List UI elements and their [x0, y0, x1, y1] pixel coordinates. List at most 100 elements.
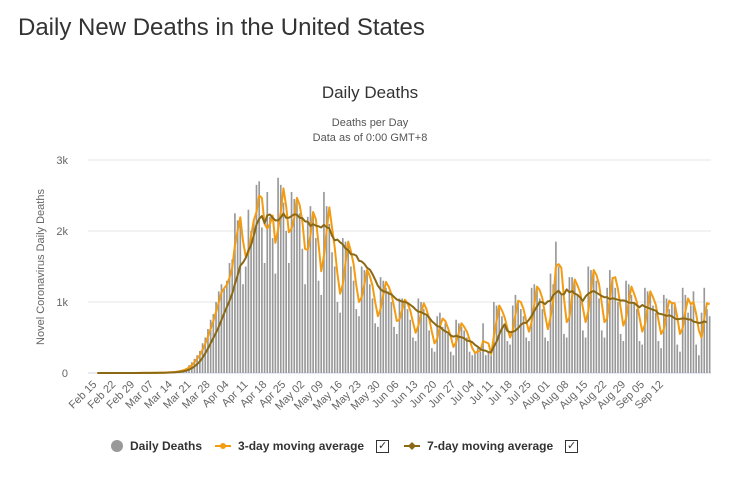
daily-deaths-bar — [471, 355, 474, 373]
daily-deaths-bar — [584, 337, 587, 373]
daily-deaths-bar — [296, 202, 298, 373]
daily-deaths-bar — [638, 341, 641, 373]
daily-deaths-bar — [606, 287, 608, 373]
chart-title: Daily Deaths — [322, 83, 418, 102]
daily-deaths-bar — [220, 284, 223, 373]
daily-deaths-bar — [552, 284, 555, 373]
daily-deaths-bar — [236, 220, 239, 373]
daily-deaths-bar — [255, 184, 258, 373]
daily-deaths-bar — [619, 333, 622, 373]
chart-subtitle-line-2: Data as of 0:00 GMT+8 — [313, 132, 428, 144]
daily-deaths-bar — [528, 341, 530, 373]
checkbox-3-day[interactable]: ✓ — [376, 439, 390, 453]
daily-deaths-bar — [587, 266, 590, 373]
daily-deaths-bar — [358, 316, 360, 373]
daily-deaths-bar — [231, 259, 234, 373]
daily-deaths-bar — [646, 291, 649, 373]
daily-deaths-bar — [479, 351, 482, 373]
daily-deaths-bar — [468, 351, 471, 373]
daily-deaths-bar — [509, 344, 511, 373]
daily-deaths-bar — [223, 289, 225, 373]
daily-deaths-bar — [679, 351, 681, 373]
daily-deaths-bar — [409, 319, 412, 373]
daily-deaths-bar — [490, 355, 493, 373]
daily-deaths-bar — [595, 280, 598, 373]
daily-deaths-bar — [568, 277, 571, 373]
daily-deaths-bar — [414, 341, 417, 373]
daily-deaths-bar — [390, 302, 393, 373]
daily-deaths-bar — [366, 273, 368, 373]
daily-deaths-bar — [288, 262, 290, 373]
daily-deaths-bar — [603, 337, 606, 373]
daily-deaths-bar — [582, 330, 584, 373]
daily-deaths-bar — [252, 220, 255, 373]
daily-deaths-bar — [441, 326, 444, 373]
daily-deaths-bar — [501, 316, 503, 373]
daily-deaths-bar — [339, 312, 341, 373]
daily-deaths-bar — [625, 280, 627, 373]
three-day-average-line — [97, 187, 711, 374]
daily-deaths-bar — [328, 223, 331, 373]
daily-deaths-bar — [503, 326, 506, 373]
daily-deaths-bar — [522, 316, 525, 373]
legend-label-7-day: 7-day moving average — [427, 439, 554, 453]
daily-deaths-bar — [395, 333, 398, 373]
legend-line-diamond-icon — [404, 442, 421, 450]
y-tick-labels: 0 1k 2k 3k — [56, 155, 68, 380]
daily-deaths-bar — [452, 355, 455, 373]
daily-deaths-bar — [261, 227, 263, 373]
daily-deaths-bar — [239, 218, 242, 373]
legend-item-3-day[interactable]: 3-day moving average — [214, 439, 364, 453]
checkbox-7-day[interactable]: ✓ — [565, 439, 579, 453]
daily-deaths-bar — [635, 309, 638, 373]
daily-deaths-bar — [379, 277, 382, 373]
daily-deaths-bar — [698, 355, 700, 373]
daily-deaths-bar — [517, 302, 519, 373]
daily-deaths-bar — [592, 273, 595, 373]
y-tick-label: 0 — [62, 368, 68, 380]
daily-deaths-bar — [614, 287, 617, 373]
daily-deaths-bar — [247, 209, 250, 373]
daily-deaths-bar — [344, 241, 347, 373]
daily-deaths-bar — [250, 231, 252, 373]
daily-deaths-bar — [325, 206, 328, 373]
daily-deaths-bar — [482, 323, 484, 373]
daily-deaths-bar — [207, 328, 209, 373]
daily-deaths-bar — [301, 248, 304, 373]
daily-deaths-bar — [331, 252, 333, 373]
daily-deaths-bar — [350, 266, 352, 373]
daily-deaths-bar — [225, 280, 228, 373]
legend-item-7-day[interactable]: 7-day moving average — [403, 439, 553, 453]
daily-deaths-bar — [371, 298, 374, 373]
daily-deaths-bar — [382, 280, 385, 373]
daily-deaths-bar — [352, 280, 355, 373]
daily-deaths-bar — [290, 191, 293, 373]
daily-deaths-bar — [263, 262, 266, 373]
daily-deaths-bar — [314, 238, 317, 373]
y-tick-label: 2k — [56, 226, 68, 238]
daily-deaths-bar — [555, 241, 557, 373]
daily-deaths-bar — [282, 202, 285, 373]
daily-deaths-bar — [398, 298, 401, 373]
daily-deaths-chart: Daily Deaths Deaths per Day Data as of 0… — [35, 83, 711, 413]
daily-deaths-bar — [436, 316, 439, 373]
daily-deaths-bar — [234, 213, 236, 373]
daily-deaths-bar — [420, 302, 422, 373]
daily-deaths-bar — [430, 348, 433, 373]
daily-deaths-bar — [333, 266, 336, 373]
daily-deaths-bar — [611, 277, 614, 373]
chart-legend: Daily Deaths 3-day moving average ✓ 7-da… — [110, 434, 592, 458]
daily-deaths-bar — [269, 216, 271, 373]
daily-deaths-bar — [571, 277, 573, 373]
daily-deaths-bar — [363, 270, 366, 373]
legend-label-daily-deaths: Daily Deaths — [130, 439, 203, 453]
daily-deaths-bar — [425, 316, 428, 373]
daily-deaths-bar — [406, 309, 409, 373]
legend-item-daily-deaths[interactable]: Daily Deaths — [110, 439, 202, 453]
daily-deaths-bar — [433, 351, 436, 373]
daily-deaths-bar — [541, 309, 544, 373]
daily-deaths-bar — [347, 245, 350, 373]
daily-deaths-bar — [393, 326, 395, 373]
daily-deaths-bar — [576, 294, 579, 373]
